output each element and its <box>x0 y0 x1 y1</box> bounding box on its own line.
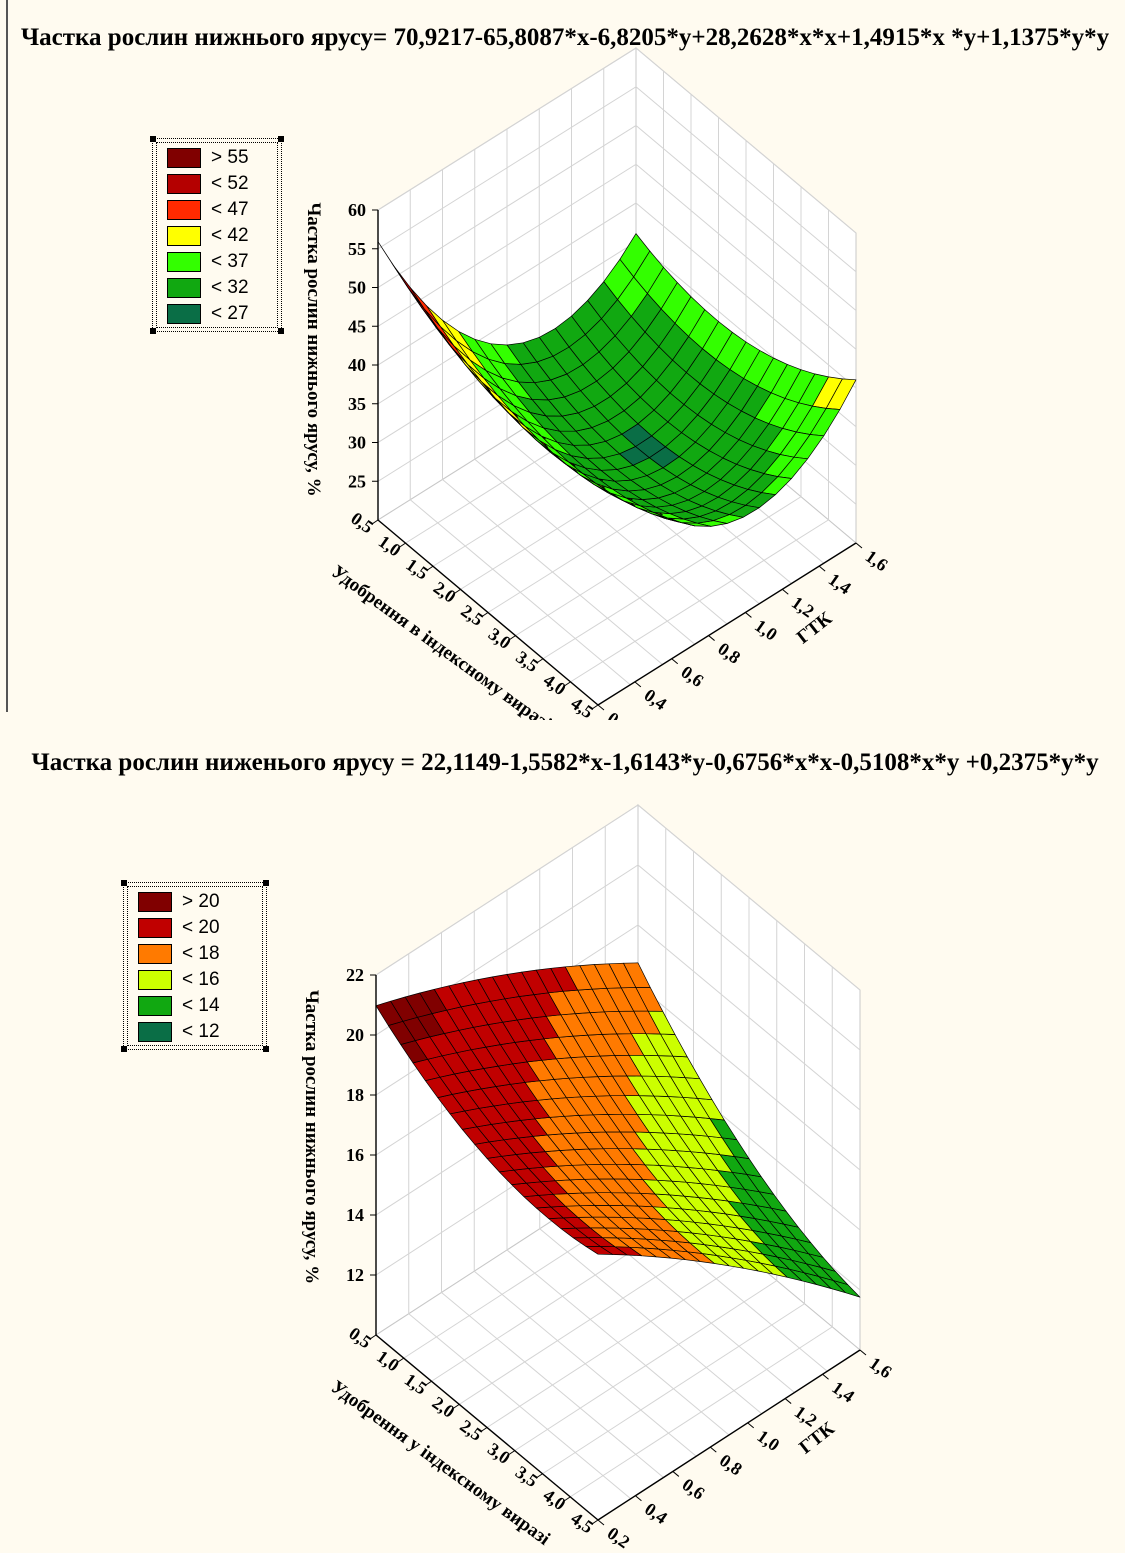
legend-resize-handle[interactable] <box>278 136 284 142</box>
z-tick-label: 30 <box>348 433 366 453</box>
chart-panel-2: Частка рослин ниженього ярусу = 22,1149-… <box>0 725 1125 1553</box>
legend-item: < 42 <box>167 223 271 249</box>
legend-label: < 32 <box>211 277 249 298</box>
legend-1[interactable]: > 55 < 52 < 47 < 42 < 37 < 32 < 27 <box>150 136 284 334</box>
legend-swatch <box>138 1022 172 1042</box>
legend-item: < 12 <box>138 1019 256 1045</box>
surface-cell <box>377 241 409 288</box>
z-tick-label: 14 <box>346 1205 364 1225</box>
z-tick-label: 20 <box>346 1025 364 1045</box>
x-tick-label: 0,4 <box>641 1499 671 1528</box>
y-tick-label: 0,5 <box>345 1323 375 1352</box>
surface-cell <box>375 1000 404 1026</box>
x-tick-label: 1,4 <box>825 569 855 598</box>
legend-swatch <box>138 970 172 990</box>
z-tick-label: 50 <box>348 278 366 298</box>
legend-swatch <box>167 174 201 194</box>
legend-item: > 55 <box>167 145 271 171</box>
legend-item: < 47 <box>167 197 271 223</box>
legend-label: < 12 <box>182 1021 220 1042</box>
z-tick-label: 45 <box>348 316 366 336</box>
legend-item: < 32 <box>167 275 271 301</box>
legend-item: < 27 <box>167 301 271 327</box>
legend-item: < 14 <box>138 993 256 1019</box>
z-tick-label: 25 <box>348 471 366 491</box>
surface-plot-1: 25303540455055600,51,01,52,02,53,03,54,0… <box>303 46 892 720</box>
legend-resize-handle[interactable] <box>278 328 284 334</box>
chart-panel-1: Частка рослин нижнього ярусу= 70,9217-65… <box>0 0 1125 720</box>
z-tick-label: 16 <box>346 1145 364 1165</box>
legend-item: > 20 <box>138 889 256 915</box>
x-tick-label: 1,0 <box>753 1426 783 1455</box>
z-tick-label: 12 <box>346 1265 364 1285</box>
z-axis-label: Частка рослин нижнього ярусу, % <box>301 990 322 1284</box>
legend-label: < 27 <box>211 303 249 324</box>
x-tick-label: 0,2 <box>604 1523 634 1552</box>
legend-swatch <box>138 918 172 938</box>
legend-label: < 14 <box>182 995 220 1016</box>
legend-label: < 37 <box>211 251 249 272</box>
y-tick-label: 0,5 <box>347 508 377 537</box>
x-tick-label: 1,0 <box>751 615 781 644</box>
legend-label: < 20 <box>182 917 220 938</box>
legend-label: > 55 <box>211 147 249 168</box>
legend-swatch <box>167 148 201 168</box>
chart-title-2: Частка рослин ниженього ярусу = 22,1149-… <box>31 749 1099 776</box>
z-tick-label: 22 <box>346 965 364 985</box>
legend-resize-handle[interactable] <box>121 1046 127 1052</box>
legend-swatch <box>138 996 172 1016</box>
x-tick-label: 0,6 <box>677 662 707 691</box>
z-tick-label: 35 <box>348 394 366 414</box>
chart-title-1: Частка рослин нижнього ярусу= 70,9217-65… <box>20 24 1110 51</box>
surface-plot-2: 1214161820220,51,01,52,02,53,03,54,04,50… <box>301 803 896 1552</box>
surface-mesh <box>377 233 857 527</box>
z-tick-label: 18 <box>346 1085 364 1105</box>
x-tick-label: 0,6 <box>679 1474 709 1503</box>
legend-label: > 20 <box>182 891 220 912</box>
legend-swatch <box>167 304 201 324</box>
legend-label: < 42 <box>211 225 249 246</box>
legend-swatch <box>167 278 201 298</box>
left-border-line <box>6 0 8 712</box>
legend-item: < 16 <box>138 967 256 993</box>
legend-resize-handle[interactable] <box>150 136 156 142</box>
x-tick-label: 1,6 <box>862 546 892 575</box>
legend-item: < 20 <box>138 915 256 941</box>
legend-item: < 18 <box>138 941 256 967</box>
x-tick-label: 1,4 <box>828 1377 858 1406</box>
legend-item: < 52 <box>167 171 271 197</box>
legend-2[interactable]: > 20 < 20 < 18 < 16 < 14 < 12 <box>121 880 269 1052</box>
legend-resize-handle[interactable] <box>263 880 269 886</box>
legend-swatch <box>167 200 201 220</box>
x-tick-label: 0,8 <box>716 1450 746 1479</box>
z-tick-label: 60 <box>348 200 366 220</box>
legend-label: < 16 <box>182 969 220 990</box>
legend-label: < 47 <box>211 199 249 220</box>
legend-label: < 52 <box>211 173 249 194</box>
legend-swatch <box>138 944 172 964</box>
x-tick-label: 0,4 <box>641 685 671 714</box>
x-tick-label: 0,2 <box>604 708 634 720</box>
legend-item: < 37 <box>167 249 271 275</box>
z-tick-label: 40 <box>348 355 366 375</box>
legend-resize-handle[interactable] <box>121 880 127 886</box>
legend-swatch <box>167 252 201 272</box>
surface-mesh <box>375 962 861 1298</box>
x-tick-label: 1,6 <box>866 1353 896 1382</box>
legend-swatch <box>138 892 172 912</box>
legend-resize-handle[interactable] <box>150 328 156 334</box>
legend-label: < 18 <box>182 943 220 964</box>
legend-resize-handle[interactable] <box>263 1046 269 1052</box>
x-tick-label: 0,8 <box>714 638 744 667</box>
legend-swatch <box>167 226 201 246</box>
z-tick-label: 55 <box>348 239 366 259</box>
z-axis-label: Частка рослин нижнього ярусу, % <box>303 202 324 496</box>
